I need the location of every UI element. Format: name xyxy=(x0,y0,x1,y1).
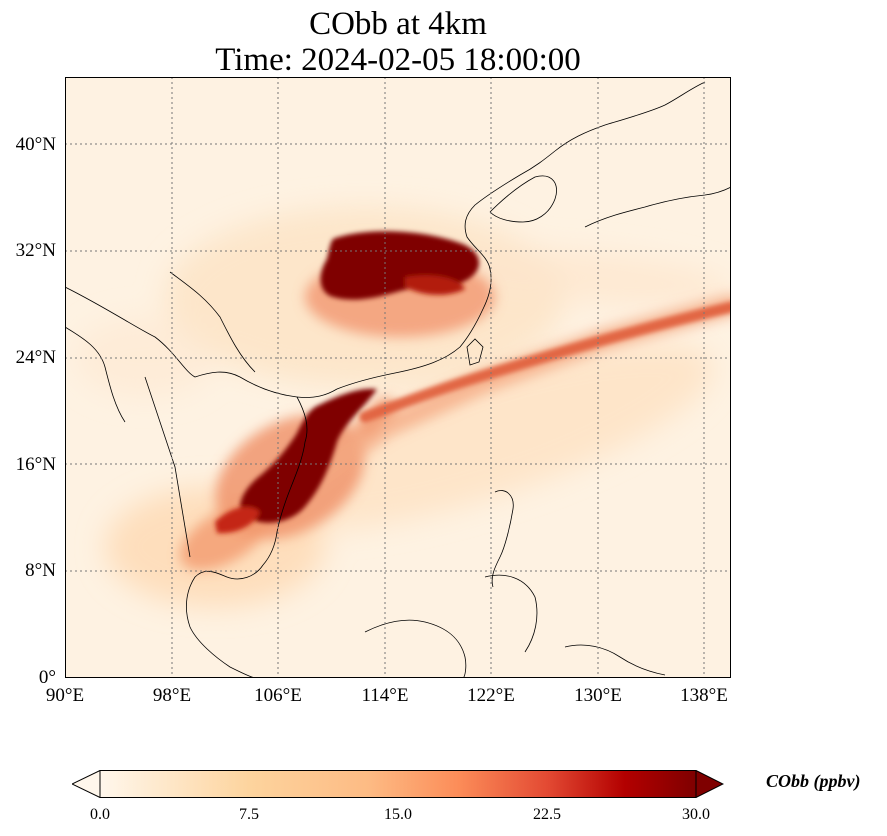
colorbar xyxy=(70,769,725,799)
coastlines xyxy=(65,81,731,678)
lon-tick-106e: 106°E xyxy=(254,685,302,706)
gridlines xyxy=(65,77,731,678)
colorbar-tick-0: 0.0 xyxy=(90,806,110,823)
lon-tick-130e: 130°E xyxy=(574,685,622,706)
colorbar-tick-30: 30.0 xyxy=(682,806,710,823)
lon-tick-114e: 114°E xyxy=(361,685,409,706)
smoke-cores xyxy=(215,231,731,534)
lat-tick-40n: 40°N xyxy=(15,134,56,155)
map-title-line1: CObb at 4km xyxy=(309,6,487,42)
colorbar-tick-7-5: 7.5 xyxy=(239,806,259,823)
colorbar-bar xyxy=(99,770,697,798)
map-panel xyxy=(65,77,731,678)
lon-tick-122e: 122°E xyxy=(467,685,515,706)
colorbar-label: CObb (ppbv) xyxy=(766,771,861,791)
colorbar-extend-min xyxy=(70,769,101,799)
map-border xyxy=(65,77,731,678)
lat-tick-24n: 24°N xyxy=(15,347,56,368)
colorbar-gradient xyxy=(70,769,725,799)
colorbar-tick-22-5: 22.5 xyxy=(533,806,561,823)
lon-tick-98e: 98°E xyxy=(152,685,192,706)
lon-tick-90e: 90°E xyxy=(45,685,85,706)
lat-tick-16n: 16°N xyxy=(15,454,56,475)
colorbar-tick-15: 15.0 xyxy=(384,806,412,823)
lat-tick-0: 0° xyxy=(38,667,56,688)
lon-tick-138e: 138°E xyxy=(680,685,728,706)
lat-tick-8n: 8°N xyxy=(25,560,56,581)
colorbar-extend-max xyxy=(695,769,725,799)
map-title-line2: Time: 2024-02-05 18:00:00 xyxy=(215,42,581,78)
lat-tick-32n: 32°N xyxy=(15,240,56,261)
map-canvas xyxy=(65,77,731,678)
